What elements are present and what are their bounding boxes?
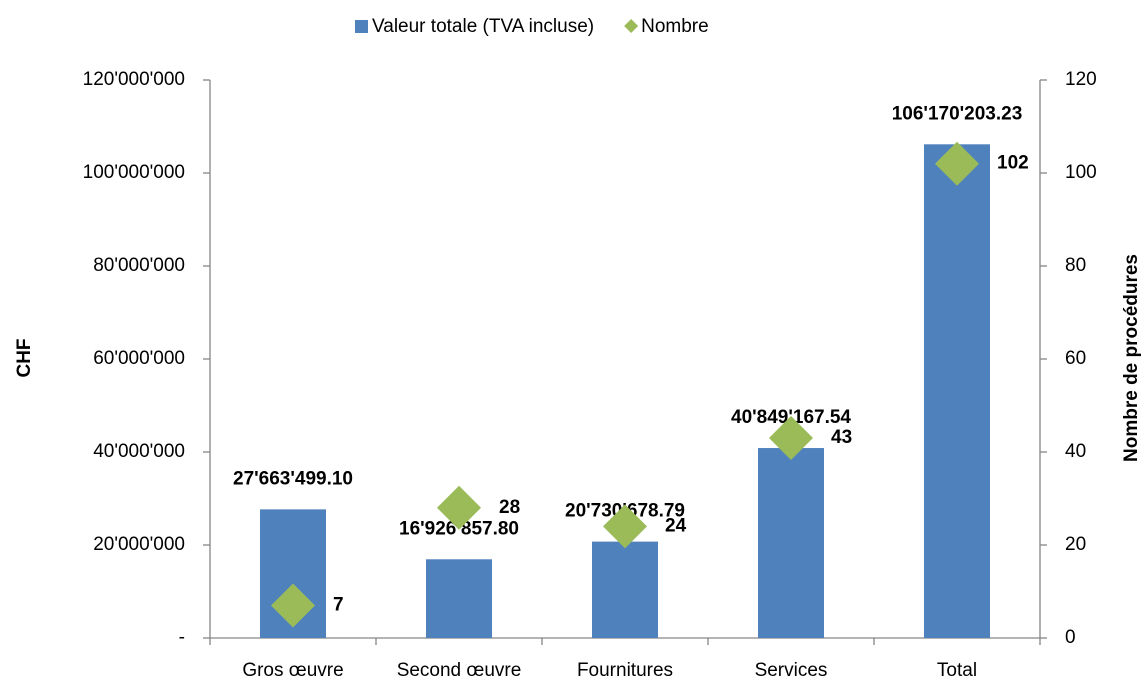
data-label: 24 [665, 515, 687, 536]
x-tick-label: Second œuvre [397, 660, 522, 681]
y2-axis-title: Nombre de procédures [1121, 254, 1142, 462]
y-tick-label: - [179, 627, 185, 648]
y-tick-label: 60'000'000 [93, 348, 185, 369]
x-tick-label: Fournitures [577, 660, 673, 681]
data-label: 106'170'203.23 [892, 103, 1023, 124]
legend-swatch [355, 20, 368, 33]
y2-tick-label: 20 [1065, 534, 1086, 555]
bar [592, 541, 658, 638]
marker [271, 583, 315, 628]
data-label: 7 [333, 594, 344, 615]
y2-tick-label: 80 [1065, 255, 1086, 276]
bar [758, 448, 824, 638]
bar [426, 559, 492, 638]
legend-label: Nombre [641, 16, 709, 37]
y-tick-label: 120'000'000 [83, 69, 185, 90]
x-tick-label: Total [937, 660, 977, 681]
legend-label: Valeur totale (TVA incluse) [372, 16, 594, 37]
y2-tick-label: 0 [1065, 627, 1076, 648]
marker [437, 485, 481, 530]
bar [924, 144, 990, 639]
y-tick-label: 40'000'000 [93, 441, 185, 462]
x-tick-label: Gros œuvre [242, 660, 343, 681]
y2-tick-label: 60 [1065, 348, 1086, 369]
data-label: 27'663'499.10 [233, 468, 353, 489]
y2-tick-label: 40 [1065, 441, 1086, 462]
data-label: 43 [831, 427, 852, 448]
y-axis-title: CHF [14, 338, 35, 377]
data-label: 28 [499, 497, 520, 518]
y-tick-label: 100'000'000 [83, 162, 185, 183]
marker [935, 141, 979, 186]
marker [603, 504, 647, 549]
x-tick-label: Services [755, 660, 828, 681]
y-tick-label: 20'000'000 [93, 534, 185, 555]
marker [769, 416, 813, 461]
legend-swatch [624, 19, 639, 33]
y-tick-label: 80'000'000 [93, 255, 185, 276]
y2-tick-label: 120 [1065, 69, 1097, 90]
y2-tick-label: 100 [1065, 162, 1097, 183]
data-label: 102 [997, 153, 1029, 174]
